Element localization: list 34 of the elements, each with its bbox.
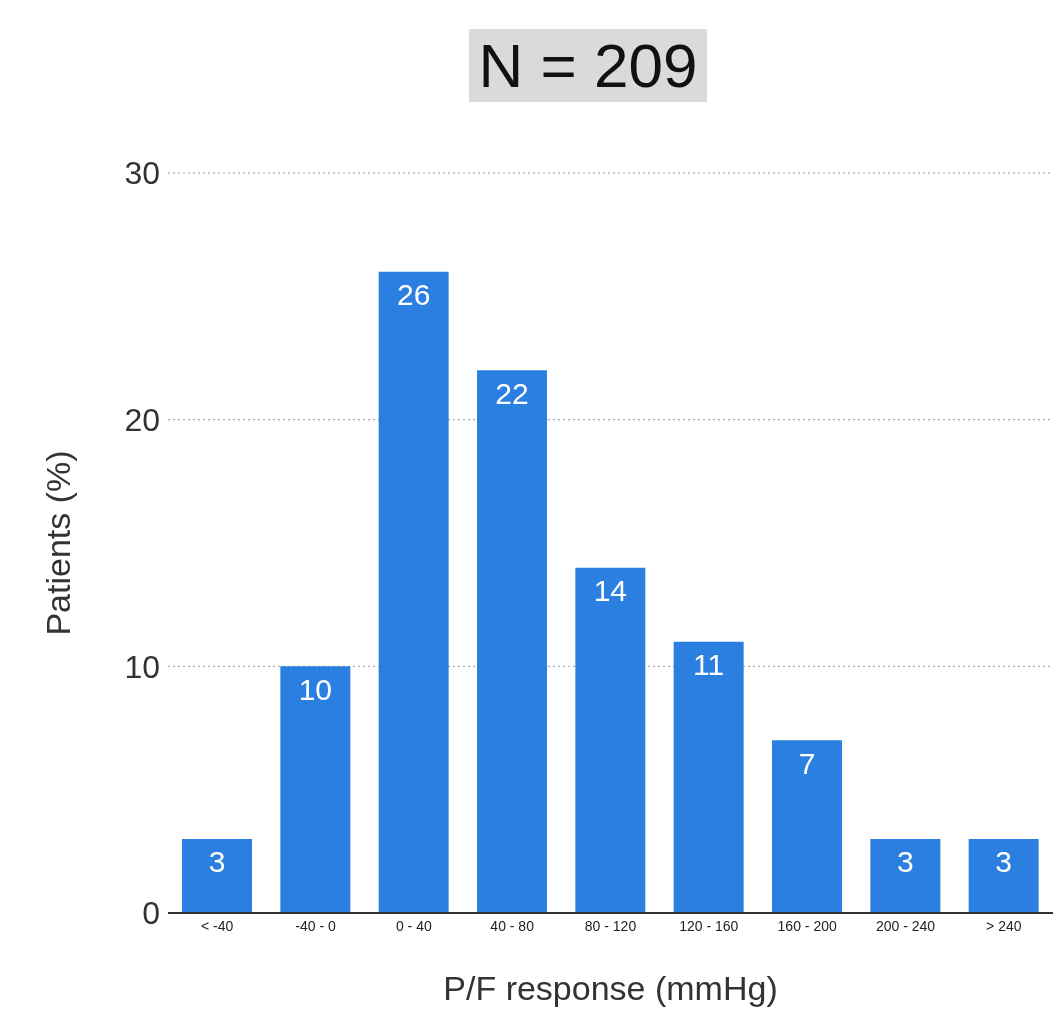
data-label: 22 (495, 376, 529, 410)
bar (477, 370, 547, 913)
data-label: 11 (693, 647, 725, 681)
bar (575, 567, 646, 913)
x-tick-label: -40 - 0 (295, 917, 336, 934)
y-tick-label: 20 (124, 402, 160, 439)
data-label: 14 (593, 573, 628, 607)
bar (378, 271, 449, 913)
chart-title: N = 209 (468, 29, 708, 102)
bar (673, 641, 744, 913)
bar (182, 839, 252, 913)
data-label: 3 (995, 845, 1013, 879)
bar (280, 666, 351, 913)
y-tick-label: 10 (124, 648, 160, 685)
x-tick-label: 40 - 80 (490, 917, 535, 934)
x-tick-label: 0 - 40 (395, 917, 432, 934)
data-label: 3 (896, 845, 914, 879)
data-label: 26 (396, 277, 431, 311)
x-tick-label: 120 - 160 (679, 917, 739, 934)
x-tick-label: < -40 (201, 917, 234, 934)
y-tick-label: 0 (142, 895, 160, 932)
x-tick-label: 80 - 120 (584, 917, 637, 934)
data-label: 7 (798, 746, 816, 780)
bar (870, 839, 941, 913)
bar (772, 740, 842, 913)
x-tick-label: 160 - 200 (777, 917, 837, 934)
data-label: 10 (298, 672, 333, 706)
bar (968, 839, 1039, 913)
x-axis-title: P/F response (mmHg) (443, 969, 778, 1007)
x-tick-label: 200 - 240 (875, 917, 936, 934)
data-label: 3 (208, 845, 226, 879)
y-tick-label: 30 (124, 155, 160, 192)
y-axis-title: Patients (%) (39, 450, 78, 636)
x-tick-label: > 240 (986, 917, 1022, 934)
